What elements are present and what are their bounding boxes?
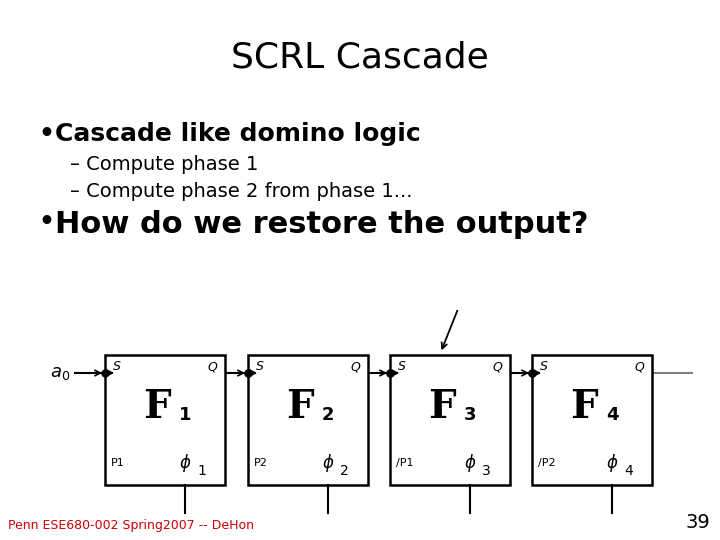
Text: SCRL Cascade: SCRL Cascade — [231, 40, 489, 74]
Text: – Compute phase 1: – Compute phase 1 — [70, 155, 258, 174]
Text: Q: Q — [350, 360, 360, 373]
Text: •: • — [38, 210, 54, 234]
Text: $\phi$: $\phi$ — [179, 452, 192, 474]
Text: S: S — [398, 360, 406, 373]
Text: P2: P2 — [254, 458, 268, 468]
Text: 1: 1 — [197, 464, 206, 478]
Text: F: F — [570, 388, 598, 426]
Bar — [248, 355, 368, 485]
Text: 2: 2 — [322, 406, 335, 424]
Bar — [390, 355, 510, 485]
Text: Q: Q — [634, 360, 644, 373]
Text: •: • — [38, 122, 54, 146]
Text: 1: 1 — [179, 406, 192, 424]
Text: 3: 3 — [482, 464, 491, 478]
Text: $\phi$: $\phi$ — [464, 452, 477, 474]
Text: Cascade like domino logic: Cascade like domino logic — [55, 122, 420, 146]
Text: $\phi$: $\phi$ — [323, 452, 335, 474]
Text: $\phi$: $\phi$ — [606, 452, 618, 474]
Text: P1: P1 — [111, 458, 125, 468]
Text: F: F — [143, 388, 171, 426]
Text: S: S — [113, 360, 121, 373]
Text: Q: Q — [207, 360, 217, 373]
Bar — [105, 355, 225, 485]
Text: – Compute phase 2 from phase 1...: – Compute phase 2 from phase 1... — [70, 182, 413, 201]
Text: S: S — [256, 360, 264, 373]
Text: 2: 2 — [341, 464, 349, 478]
Text: S: S — [540, 360, 548, 373]
Text: /P1: /P1 — [396, 458, 413, 468]
Text: 4: 4 — [624, 464, 633, 478]
Text: How do we restore the output?: How do we restore the output? — [55, 210, 588, 239]
Text: 4: 4 — [606, 406, 618, 424]
Text: F: F — [428, 388, 456, 426]
Text: 39: 39 — [685, 513, 710, 532]
Text: F: F — [286, 388, 314, 426]
Text: 3: 3 — [464, 406, 477, 424]
Text: Q: Q — [492, 360, 502, 373]
Text: $a_0$: $a_0$ — [50, 364, 70, 382]
Bar — [532, 355, 652, 485]
Text: Penn ESE680-002 Spring2007 -- DeHon: Penn ESE680-002 Spring2007 -- DeHon — [8, 519, 254, 532]
Text: /P2: /P2 — [538, 458, 556, 468]
